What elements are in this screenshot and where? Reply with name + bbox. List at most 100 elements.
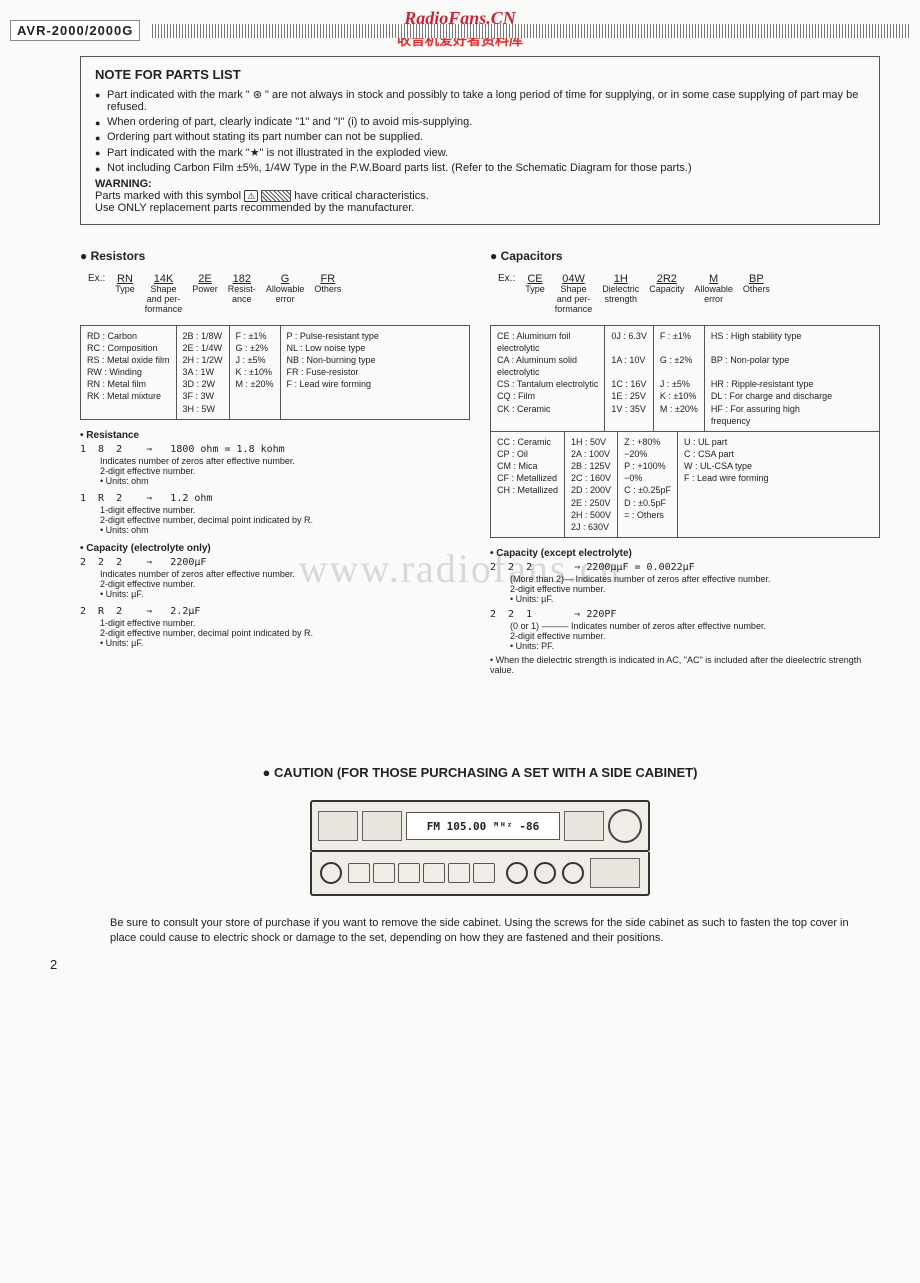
- warning-line: Parts marked with this symbol ⚠ have cri…: [95, 190, 865, 202]
- tree-note: • Units: PF.: [510, 641, 880, 651]
- resistors-head: ● Resistors: [80, 249, 470, 263]
- header-stripe: [150, 24, 910, 38]
- table-row: RN : Metal film: [87, 378, 170, 390]
- table-row: G : ±2%: [236, 342, 274, 354]
- table-row: electrolytic: [497, 342, 598, 354]
- capacitor-code-table-bot: CC : Ceramic CP : Oil CM : Mica CF : Met…: [490, 432, 880, 538]
- warning-shade-icon: [261, 190, 291, 202]
- table-row: CP : Oil: [497, 448, 558, 460]
- warning-label: WARNING:: [95, 178, 865, 190]
- table-row: −20%: [624, 448, 671, 460]
- tree-note: 2-digit effective number.: [100, 466, 470, 476]
- table-row: [611, 342, 647, 354]
- note-box: NOTE FOR PARTS LIST Part indicated with …: [80, 56, 880, 225]
- table-row: M : ±20%: [236, 378, 274, 390]
- table-row: CQ : Film: [497, 390, 598, 402]
- receiver-knob-icon: [534, 862, 556, 884]
- table-row: CA : Aluminum solid: [497, 354, 598, 366]
- table-row: C : ±0.25pF: [624, 484, 671, 496]
- table-row: 2A : 100V: [571, 448, 611, 460]
- note-bullet: Not including Carbon Film ±5%, 1/4W Type…: [95, 162, 865, 174]
- table-row: G : ±2%: [660, 354, 698, 366]
- table-row: 2E : 250V: [571, 497, 611, 509]
- tree-line: 2 R 2 ⇒ 2.2µF: [80, 605, 470, 618]
- table-row: 2J : 630V: [571, 521, 611, 533]
- caution-text: Be sure to consult your store of purchas…: [110, 916, 850, 947]
- receiver-button-icon: [348, 863, 370, 883]
- model-label: AVR-2000/2000G: [10, 20, 140, 41]
- table-row: 2B : 1/8W: [183, 330, 223, 342]
- table-row: CS : Tantalum electrolytic: [497, 378, 598, 390]
- capacitors-section: ● Capacitors Ex.: CEType 04WShapeand per…: [490, 243, 880, 675]
- resistor-code-table: RD : Carbon RC : Composition RS : Metal …: [80, 325, 470, 420]
- warning-text-b: have critical characteristics.: [294, 190, 429, 202]
- ex-desc: Type: [525, 285, 545, 295]
- tree-note: 2-digit effective number, decimal point …: [100, 628, 470, 638]
- table-row: RW : Winding: [87, 366, 170, 378]
- table-row: = : Others: [624, 509, 671, 521]
- table-row: 3D : 2W: [183, 378, 223, 390]
- table-row: electrolytic: [497, 366, 598, 378]
- note-bullet: Part indicated with the mark " ⊛ " are n…: [95, 88, 865, 113]
- receiver-button-icon: [423, 863, 445, 883]
- table-row: 2E : 1/4W: [183, 342, 223, 354]
- table-row: [660, 342, 698, 354]
- receiver-knob-icon: [608, 809, 642, 843]
- receiver-knob-icon: [506, 862, 528, 884]
- table-row: HR : Ripple-resistant type: [711, 378, 832, 390]
- table-row: CF : Metallized: [497, 472, 558, 484]
- ex-desc: ance: [228, 295, 256, 305]
- tree-line: 2 2 2 ⇒ 2200µµF = 0.0022µF: [490, 561, 880, 574]
- table-row: W : UL-CSA type: [684, 460, 769, 472]
- capacity-elec-title: • Capacity (electrolyte only): [80, 543, 470, 554]
- warning-triangle-icon: ⚠: [244, 190, 258, 202]
- ex-desc: formance: [145, 305, 183, 315]
- table-row: [711, 366, 832, 378]
- table-row: 1C : 16V: [611, 378, 647, 390]
- receiver-display: FM 105.00 ᴹᴴᶻ -86: [406, 812, 560, 840]
- ex-desc: Power: [192, 285, 218, 295]
- capacity-except-title: • Capacity (except electrolyte): [490, 548, 880, 559]
- tree-note: • When the dielectric strength is indica…: [490, 655, 880, 675]
- table-row: RS : Metal oxide film: [87, 354, 170, 366]
- tree-note: Indicates number of zeros after effectiv…: [100, 456, 470, 466]
- table-row: P : Pulse-resistant type: [287, 330, 379, 342]
- table-row: [711, 342, 832, 354]
- tree-line: 1 8 2 ⇒ 1800 ohm = 1.8 kohm: [80, 443, 470, 456]
- tree-note: 1-digit effective number.: [100, 618, 470, 628]
- table-row: DL : For charge and discharge: [711, 390, 832, 402]
- receiver-illustration: FM 105.00 ᴹᴴᶻ -86: [310, 800, 650, 896]
- tree-note: Indicates number of zeros after effectiv…: [100, 569, 470, 579]
- table-row: D : ±0.5pF: [624, 497, 671, 509]
- table-row: −0%: [624, 472, 671, 484]
- table-row: HF : For assuring high: [711, 403, 832, 415]
- warning-text-a: Parts marked with this symbol: [95, 190, 241, 202]
- ex-desc: Type: [115, 285, 135, 295]
- table-row: CM : Mica: [497, 460, 558, 472]
- table-row: RK : Metal mixture: [87, 390, 170, 402]
- note-bullet: When ordering of part, clearly indicate …: [95, 116, 865, 128]
- table-row: 1H : 50V: [571, 436, 611, 448]
- ex-desc: error: [694, 295, 733, 305]
- tree-note: • Units: ohm: [100, 525, 470, 535]
- table-row: K : ±10%: [660, 390, 698, 402]
- table-row: M : ±20%: [660, 403, 698, 415]
- resistance-title: • Resistance: [80, 430, 470, 441]
- ex-label: Ex.:: [498, 273, 515, 284]
- table-row: 2H : 500V: [571, 509, 611, 521]
- receiver-button-icon: [448, 863, 470, 883]
- warning-line-2: Use ONLY replacement parts recommended b…: [95, 202, 865, 214]
- table-row: 1E : 25V: [611, 390, 647, 402]
- table-row: 1A : 10V: [611, 354, 647, 366]
- table-row: J : ±5%: [660, 378, 698, 390]
- tree-note: • Units: µF.: [510, 594, 880, 604]
- document-header: AVR-2000/2000G: [0, 0, 920, 46]
- table-row: 3H : 5W: [183, 403, 223, 415]
- ex-desc: Capacity: [649, 285, 684, 295]
- table-row: 2D : 200V: [571, 484, 611, 496]
- ex-desc: Others: [314, 285, 341, 295]
- table-row: 2C : 160V: [571, 472, 611, 484]
- table-row: HS : High stability type: [711, 330, 832, 342]
- receiver-button-icon: [373, 863, 395, 883]
- table-row: 0J : 6.3V: [611, 330, 647, 342]
